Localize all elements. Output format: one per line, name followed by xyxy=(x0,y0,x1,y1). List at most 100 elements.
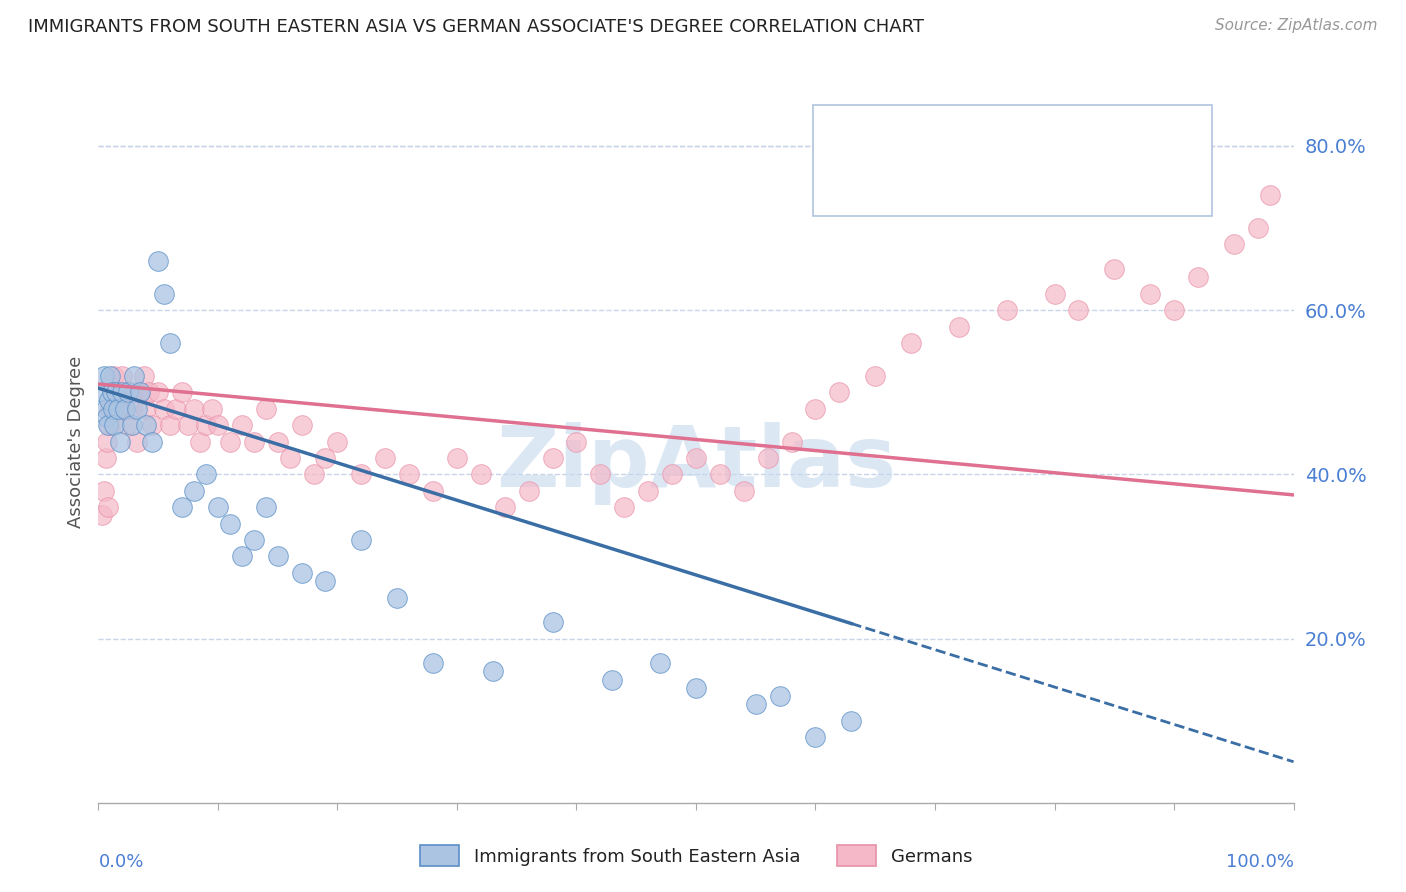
Point xyxy=(291,566,314,580)
Point xyxy=(541,450,564,465)
Point xyxy=(422,657,444,671)
Point xyxy=(132,368,155,383)
Y-axis label: Associate's Degree: Associate's Degree xyxy=(66,355,84,528)
Text: R =: R = xyxy=(875,136,914,154)
Point xyxy=(589,467,612,482)
Text: Source: ZipAtlas.com: Source: ZipAtlas.com xyxy=(1215,18,1378,33)
Point xyxy=(1067,303,1090,318)
Point xyxy=(995,303,1018,318)
Point xyxy=(96,434,118,449)
Point xyxy=(141,434,163,449)
Point xyxy=(745,698,768,712)
Point xyxy=(183,401,205,416)
Point xyxy=(374,450,396,465)
Point xyxy=(111,368,134,383)
Text: N =: N = xyxy=(977,136,1017,154)
Point xyxy=(291,418,314,433)
Point xyxy=(188,434,211,449)
Point xyxy=(398,467,420,482)
Point xyxy=(153,401,176,416)
Point xyxy=(103,368,125,383)
Point xyxy=(105,385,128,400)
Point xyxy=(267,434,290,449)
Point xyxy=(159,418,181,433)
Point xyxy=(148,385,170,400)
Point xyxy=(326,434,349,449)
Point xyxy=(207,418,229,433)
Point xyxy=(97,500,120,515)
Point xyxy=(1043,286,1066,301)
Point xyxy=(948,319,970,334)
Point xyxy=(91,385,114,400)
Point xyxy=(231,549,253,564)
Point xyxy=(315,450,337,465)
Point xyxy=(541,615,564,630)
Point xyxy=(148,254,170,268)
Point xyxy=(124,368,146,383)
Point xyxy=(114,401,136,416)
Point xyxy=(1247,221,1270,235)
Point xyxy=(267,549,290,564)
Point xyxy=(828,385,851,400)
Point xyxy=(804,730,827,744)
Point xyxy=(602,673,624,687)
Point xyxy=(231,418,253,433)
Point xyxy=(385,591,409,605)
Point xyxy=(177,418,200,433)
Point xyxy=(121,418,143,433)
Text: ZipAtlas: ZipAtlas xyxy=(496,422,896,505)
Point xyxy=(685,450,707,465)
Point xyxy=(1104,262,1126,277)
Point xyxy=(709,467,731,482)
Point xyxy=(108,434,131,449)
Point xyxy=(100,385,122,400)
Point xyxy=(165,401,187,416)
Point xyxy=(1163,303,1185,318)
Point xyxy=(111,385,134,400)
Point xyxy=(661,467,683,482)
Point xyxy=(117,385,139,400)
Point xyxy=(125,434,148,449)
Point xyxy=(243,434,266,449)
Point xyxy=(105,385,128,400)
Point xyxy=(138,385,160,400)
Point xyxy=(1139,286,1161,301)
Point xyxy=(107,401,129,416)
Point xyxy=(101,401,124,416)
Point xyxy=(141,418,163,433)
Point xyxy=(159,336,181,351)
Point xyxy=(841,714,863,728)
Point xyxy=(125,401,148,416)
Point xyxy=(780,434,803,449)
Point xyxy=(124,385,146,400)
Point xyxy=(93,483,115,498)
Point xyxy=(243,533,266,547)
Point xyxy=(108,385,131,400)
Point xyxy=(350,533,373,547)
Point xyxy=(172,385,194,400)
Point xyxy=(756,450,779,465)
Point xyxy=(135,418,157,433)
Point xyxy=(114,401,136,416)
Point xyxy=(637,483,659,498)
Point xyxy=(117,385,139,400)
Text: R =: R = xyxy=(875,178,914,195)
Point xyxy=(121,401,143,416)
Point xyxy=(101,401,124,416)
Point xyxy=(172,500,194,515)
Point xyxy=(96,409,118,424)
Text: N =: N = xyxy=(977,178,1017,195)
Text: IMMIGRANTS FROM SOUTH EASTERN ASIA VS GERMAN ASSOCIATE'S DEGREE CORRELATION CHAR: IMMIGRANTS FROM SOUTH EASTERN ASIA VS GE… xyxy=(28,18,924,36)
Point xyxy=(517,483,540,498)
Point xyxy=(219,516,242,531)
Point xyxy=(219,434,242,449)
Point xyxy=(900,336,922,351)
Point xyxy=(565,434,588,449)
Text: 0.0%: 0.0% xyxy=(98,854,143,871)
Text: 74: 74 xyxy=(1005,136,1031,154)
Point xyxy=(195,418,218,433)
Point xyxy=(650,657,672,671)
Point xyxy=(422,483,444,498)
Point xyxy=(769,689,792,703)
Point xyxy=(685,681,707,695)
